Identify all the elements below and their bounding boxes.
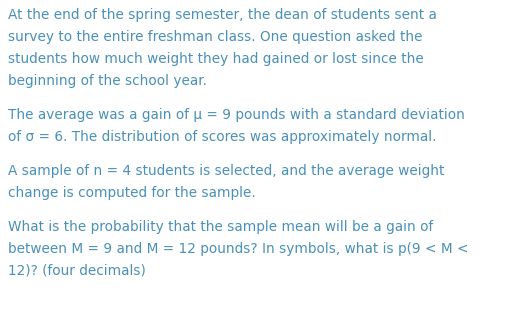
Text: At the end of the spring semester, the dean of students sent a: At the end of the spring semester, the d… xyxy=(8,8,437,22)
Text: change is computed for the sample.: change is computed for the sample. xyxy=(8,186,256,200)
Text: The average was a gain of μ = 9 pounds with a standard deviation: The average was a gain of μ = 9 pounds w… xyxy=(8,108,465,122)
Text: A sample of n = 4 students is selected, and the average weight: A sample of n = 4 students is selected, … xyxy=(8,164,444,178)
Text: of σ = 6. The distribution of scores was approximately normal.: of σ = 6. The distribution of scores was… xyxy=(8,130,436,144)
Text: What is the probability that the sample mean will be a gain of: What is the probability that the sample … xyxy=(8,220,433,234)
Text: between M = 9 and M = 12 pounds? In symbols, what is p(9 < M <: between M = 9 and M = 12 pounds? In symb… xyxy=(8,242,469,256)
Text: beginning of the school year.: beginning of the school year. xyxy=(8,74,207,88)
Text: students how much weight they had gained or lost since the: students how much weight they had gained… xyxy=(8,52,424,66)
Text: 12)? (four decimals): 12)? (four decimals) xyxy=(8,264,146,278)
Text: survey to the entire freshman class. One question asked the: survey to the entire freshman class. One… xyxy=(8,30,423,44)
